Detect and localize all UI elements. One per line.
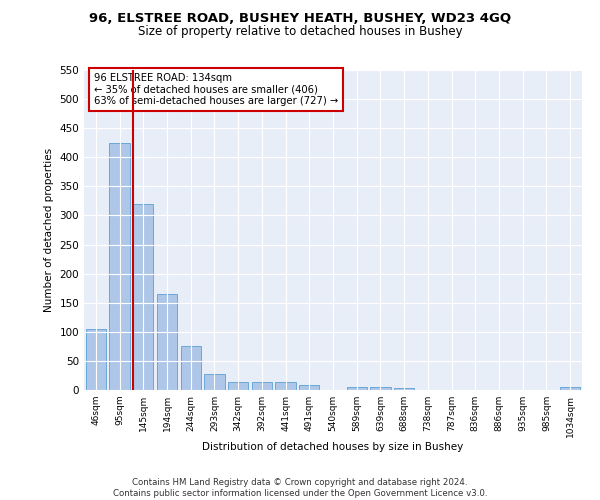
Bar [370, 387, 391, 390]
Bar [205, 374, 224, 390]
Bar [157, 294, 177, 390]
X-axis label: Distribution of detached houses by size in Bushey: Distribution of detached houses by size … [202, 442, 464, 452]
Bar [394, 388, 414, 390]
Bar [560, 387, 580, 390]
Text: Size of property relative to detached houses in Bushey: Size of property relative to detached ho… [137, 25, 463, 38]
Bar [86, 329, 106, 390]
Bar [133, 204, 154, 390]
Bar [109, 142, 130, 390]
Bar [252, 382, 272, 390]
Text: 96 ELSTREE ROAD: 134sqm
← 35% of detached houses are smaller (406)
63% of semi-d: 96 ELSTREE ROAD: 134sqm ← 35% of detache… [94, 73, 338, 106]
Bar [347, 387, 367, 390]
Y-axis label: Number of detached properties: Number of detached properties [44, 148, 54, 312]
Bar [181, 346, 201, 390]
Bar [228, 382, 248, 390]
Bar [299, 386, 319, 390]
Bar [275, 382, 296, 390]
Text: 96, ELSTREE ROAD, BUSHEY HEATH, BUSHEY, WD23 4GQ: 96, ELSTREE ROAD, BUSHEY HEATH, BUSHEY, … [89, 12, 511, 26]
Text: Contains HM Land Registry data © Crown copyright and database right 2024.
Contai: Contains HM Land Registry data © Crown c… [113, 478, 487, 498]
